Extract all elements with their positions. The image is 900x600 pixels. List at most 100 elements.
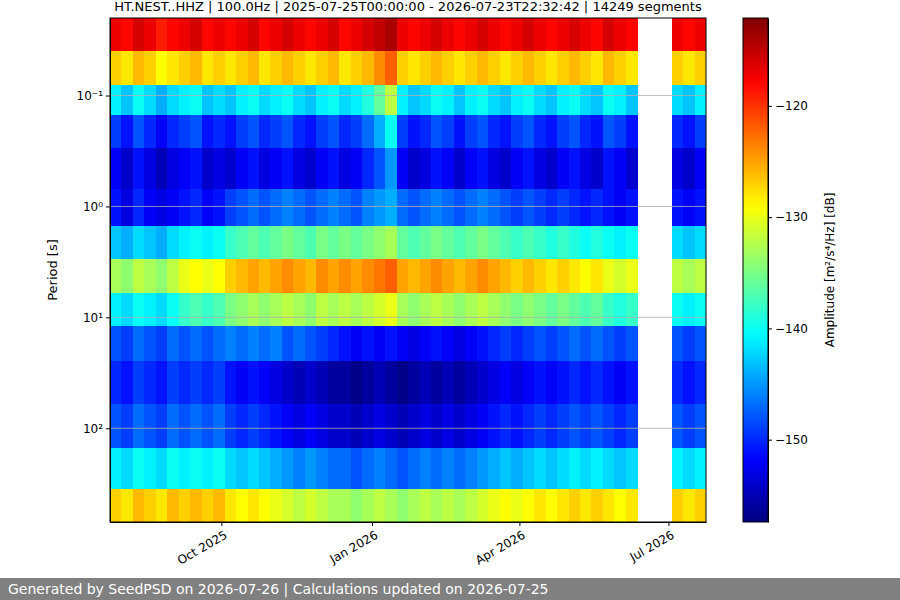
heatmap-cell (557, 148, 569, 189)
heatmap-cell (511, 51, 523, 85)
heatmap-cell (454, 326, 466, 362)
heatmap-cell (248, 293, 260, 327)
heatmap-cell (202, 18, 214, 52)
heatmap-cell (282, 189, 294, 226)
heatmap-cell (351, 489, 363, 522)
heatmap-cell (614, 448, 626, 489)
heatmap-cell (259, 404, 271, 449)
heatmap-cell (213, 115, 225, 149)
heatmap-cell (282, 404, 294, 449)
heatmap-cell (442, 361, 454, 404)
heatmap-cell (121, 326, 133, 362)
chart-title: HT.NEST..HHZ | 100.0Hz | 2025-07-25T00:0… (114, 0, 702, 14)
heatmap-cell (110, 226, 122, 260)
heatmap-cell (695, 115, 706, 149)
heatmap-cell (144, 293, 156, 327)
heatmap-cell (603, 51, 615, 85)
heatmap-cell (488, 326, 500, 362)
heatmap-cell (534, 361, 546, 404)
heatmap-cell (591, 326, 603, 362)
heatmap-cell (557, 18, 569, 52)
heatmap-cell (225, 148, 237, 189)
heatmap-cell (683, 448, 695, 489)
heatmap-cell (213, 148, 225, 189)
heatmap-cell (144, 18, 156, 52)
heatmap-cell (603, 404, 615, 449)
heatmap-cell (442, 148, 454, 189)
heatmap-cell (626, 51, 638, 85)
heatmap-cell (603, 226, 615, 260)
heatmap-cell (420, 448, 432, 489)
heatmap-cell (397, 448, 409, 489)
heatmap-cell (534, 51, 546, 85)
heatmap-cell (511, 489, 523, 522)
heatmap-cell (213, 85, 225, 116)
heatmap-cell (248, 404, 260, 449)
heatmap-cell (442, 18, 454, 52)
heatmap-cell (190, 404, 202, 449)
heatmap-cell (351, 85, 363, 116)
heatmap-cell (190, 18, 202, 52)
heatmap-cell (385, 489, 397, 522)
heatmap-cell (626, 404, 638, 449)
heatmap-cell (569, 326, 581, 362)
heatmap-cell (534, 226, 546, 260)
heatmap-cell (614, 18, 626, 52)
heatmap-cell (202, 293, 214, 327)
heatmap-cell (179, 489, 191, 522)
heatmap-cell (351, 259, 363, 293)
heatmap-cell (282, 293, 294, 327)
heatmap-cell (442, 259, 454, 293)
heatmap-cell (110, 18, 122, 52)
heatmap-cell (236, 51, 248, 85)
heatmap-cell (523, 115, 535, 149)
heatmap-cell (282, 51, 294, 85)
heatmap-cell (167, 361, 179, 404)
heatmap-cell (683, 51, 695, 85)
heatmap-cell (442, 226, 454, 260)
heatmap-cell (362, 259, 374, 293)
heatmap-cell (305, 189, 317, 226)
heatmap-cell (420, 18, 432, 52)
heatmap-cell (397, 115, 409, 149)
heatmap-cell (465, 226, 477, 260)
heatmap-cell (420, 85, 432, 116)
heatmap-cell (316, 148, 328, 189)
heatmap-cell (465, 361, 477, 404)
heatmap-cell (385, 326, 397, 362)
heatmap-cell (569, 226, 581, 260)
chart-container: 10⁻¹10⁰10¹10²Oct 2025Jan 2026Apr 2026Jul… (0, 0, 900, 600)
heatmap-cell (465, 18, 477, 52)
heatmap-cell (156, 259, 168, 293)
y-tick-mark (106, 206, 110, 207)
heatmap-cell (442, 115, 454, 149)
heatmap-cell (488, 448, 500, 489)
heatmap-cell (374, 18, 386, 52)
heatmap-cell (339, 489, 351, 522)
y-tick-label: 10² (83, 422, 103, 436)
heatmap-cell (282, 148, 294, 189)
heatmap-cell (523, 18, 535, 52)
y-tick-label: 10⁰ (83, 200, 103, 214)
heatmap-cell (328, 293, 340, 327)
heatmap-cell (477, 259, 489, 293)
heatmap-cell (293, 18, 305, 52)
heatmap-cell (156, 361, 168, 404)
heatmap-cell (144, 189, 156, 226)
heatmap-cell (580, 293, 592, 327)
heatmap-cell (121, 148, 133, 189)
heatmap-cell (523, 293, 535, 327)
heatmap-cell (511, 259, 523, 293)
chart-svg: 10⁻¹10⁰10¹10²Oct 2025Jan 2026Apr 2026Jul… (0, 0, 900, 600)
heatmap-cell (591, 226, 603, 260)
heatmap-cell (431, 489, 443, 522)
heatmap-cell (362, 361, 374, 404)
heatmap-cell (202, 489, 214, 522)
heatmap-cell (465, 259, 477, 293)
heatmap-cell (431, 51, 443, 85)
heatmap-cell (305, 226, 317, 260)
heatmap-cell (133, 85, 145, 116)
heatmap-cell (259, 293, 271, 327)
heatmap-cell (511, 189, 523, 226)
heatmap-cell (225, 189, 237, 226)
